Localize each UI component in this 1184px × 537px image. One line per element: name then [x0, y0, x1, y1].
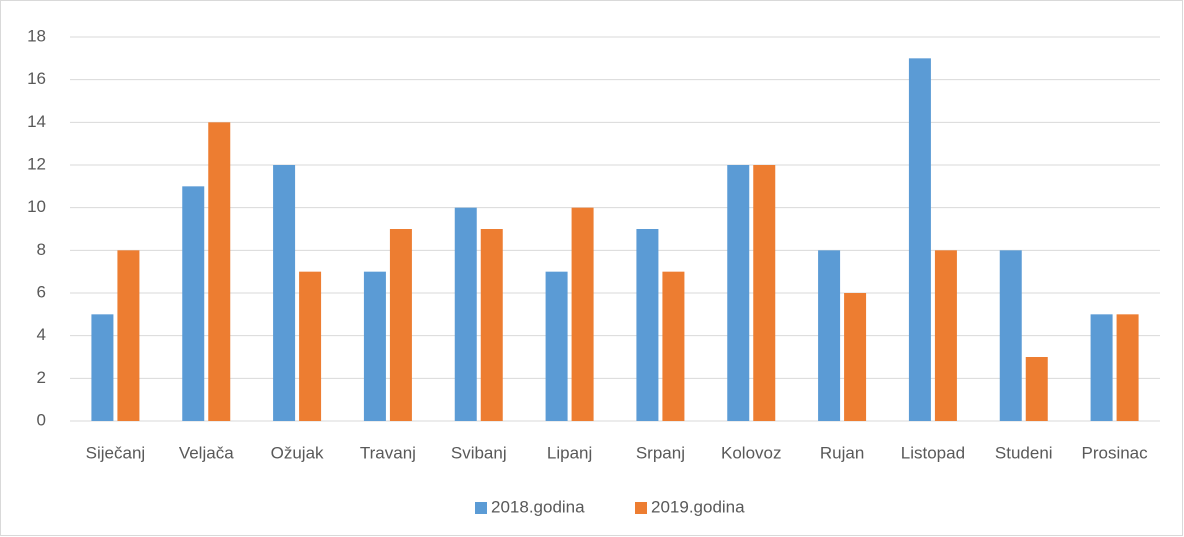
legend-swatch: [475, 502, 487, 514]
bar: [753, 165, 776, 421]
x-tick-label: Rujan: [820, 443, 864, 462]
y-tick-label: 8: [37, 240, 46, 259]
bar: [117, 250, 140, 421]
bar: [454, 207, 477, 421]
bar: [480, 229, 503, 421]
bar: [389, 229, 412, 421]
bar: [182, 186, 205, 421]
bar: [999, 250, 1022, 421]
bar: [273, 165, 296, 421]
bar: [934, 250, 957, 421]
x-tick-label: Travanj: [360, 443, 416, 462]
y-tick-label: 12: [27, 154, 46, 173]
y-tick-label: 4: [37, 325, 46, 344]
x-tick-label: Kolovoz: [721, 443, 781, 462]
bar: [818, 250, 841, 421]
x-tick-label: Veljača: [179, 443, 234, 462]
bar: [636, 229, 659, 421]
legend-swatch: [635, 502, 647, 514]
bar: [1116, 314, 1139, 421]
y-tick-label: 0: [37, 410, 46, 429]
legend-label: 2019.godina: [651, 497, 745, 516]
bar: [908, 58, 931, 421]
x-tick-label: Studeni: [995, 443, 1053, 462]
x-tick-label: Siječanj: [86, 443, 146, 462]
y-tick-label: 2: [37, 368, 46, 387]
bar: [662, 271, 685, 421]
bar: [363, 271, 386, 421]
y-tick-label: 10: [27, 197, 46, 216]
bar: [844, 293, 867, 421]
x-tick-label: Listopad: [901, 443, 965, 462]
x-tick-label: Svibanj: [451, 443, 507, 462]
x-tick-label: Prosinac: [1082, 443, 1149, 462]
bar: [727, 165, 750, 421]
x-tick-label: Ožujak: [271, 443, 324, 462]
bar: [208, 122, 231, 421]
bar: [571, 207, 594, 421]
bar: [545, 271, 568, 421]
bar: [91, 314, 114, 421]
x-tick-label: Srpanj: [636, 443, 685, 462]
x-tick-label: Lipanj: [547, 443, 592, 462]
y-tick-label: 16: [27, 69, 46, 88]
bar: [299, 271, 322, 421]
legend-label: 2018.godina: [491, 497, 585, 516]
bar: [1025, 357, 1048, 421]
y-tick-label: 18: [27, 26, 46, 45]
bar: [1090, 314, 1113, 421]
y-tick-label: 14: [27, 112, 46, 131]
y-tick-label: 6: [37, 282, 46, 301]
